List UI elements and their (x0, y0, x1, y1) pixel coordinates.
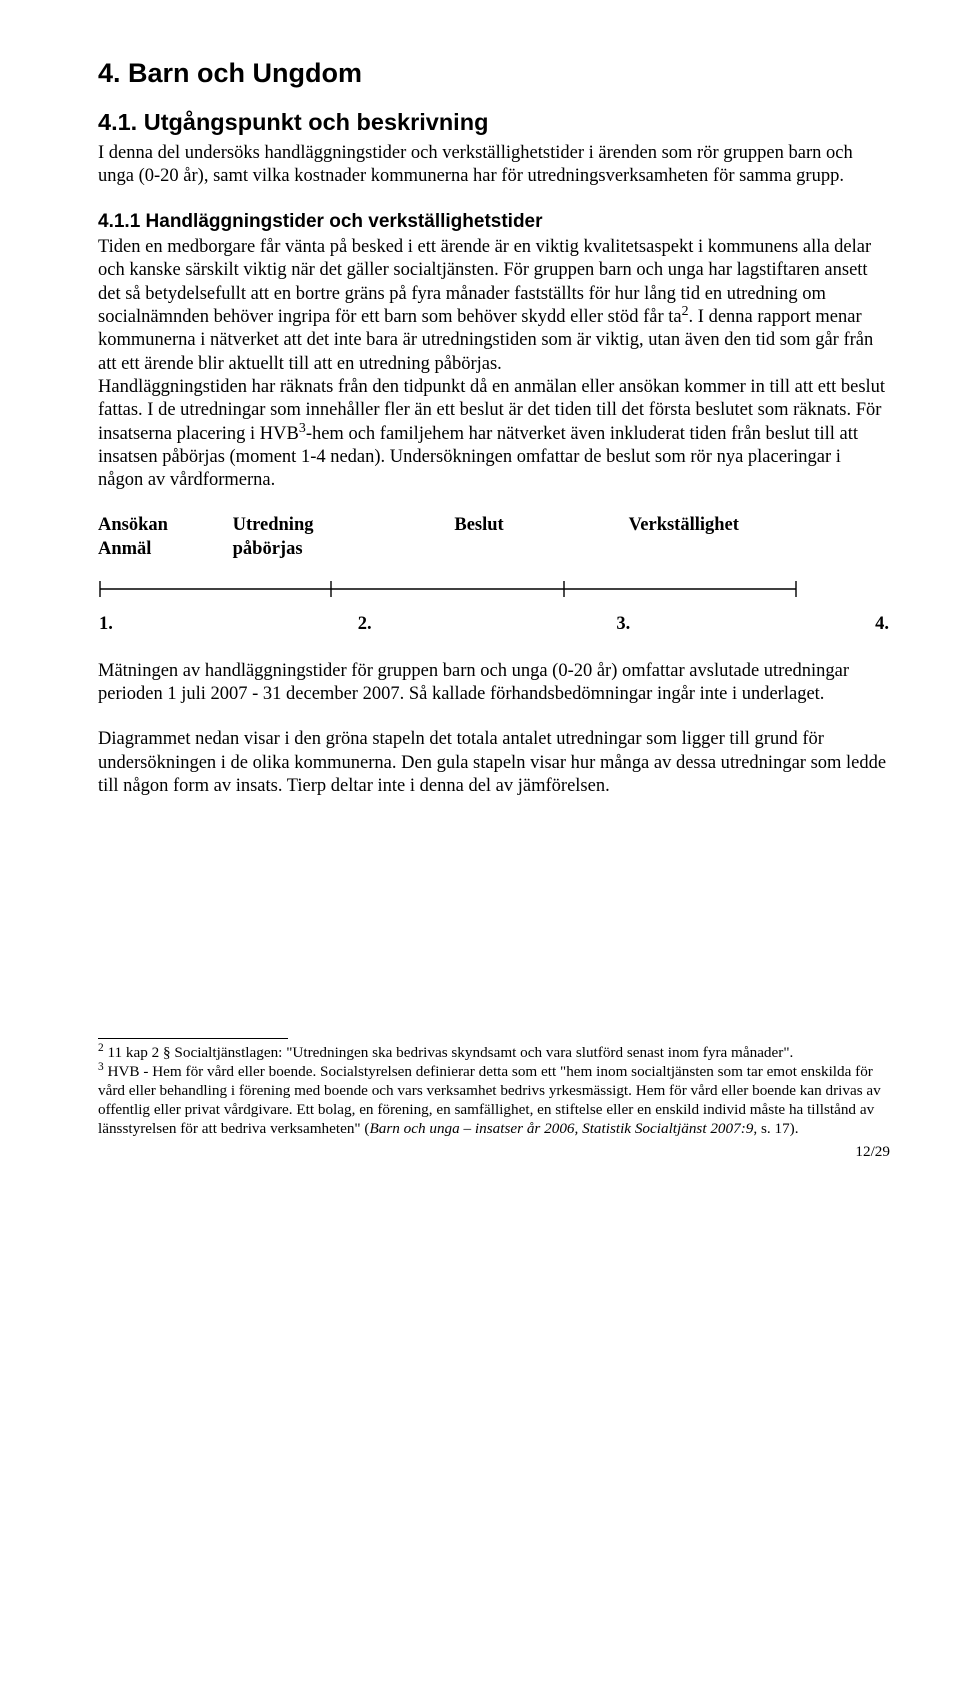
timeline-axis (98, 579, 890, 606)
footnote-2: 2 11 kap 2 § Socialtjänstlagen: "Utredni… (98, 1043, 890, 1062)
timeline-number-row: 1. 2. 3. 4. (98, 612, 890, 637)
body-paragraph-3: Diagrammet nedan visar i den gröna stape… (98, 728, 890, 798)
timeline-label: påbörjas (233, 539, 303, 559)
footnote-3: 3 HVB - Hem för vård eller boende. Socia… (98, 1062, 890, 1138)
timeline-number: 4. (875, 614, 889, 634)
section-title: 4. Barn och Ungdom (98, 56, 890, 90)
intro-paragraph: I denna del undersöks handläggningstider… (98, 142, 890, 189)
timeline-number: 3. (616, 614, 630, 634)
footnote-separator (98, 1038, 288, 1039)
body-paragraph-1: Tiden en medborgare får vänta på besked … (98, 236, 890, 492)
footnote-citation: Barn och unga – insatser år 2006, Statis… (369, 1120, 753, 1137)
timeline-label: Utredning (233, 515, 314, 535)
timeline-label: Anmäl (98, 539, 151, 559)
body-paragraph-2: Mätningen av handläggningstider för grup… (98, 660, 890, 707)
timeline-label: Ansökan (98, 515, 168, 535)
subsubsection-title: 4.1.1 Handläggningstider och verkställig… (98, 210, 890, 234)
footnote-text: , s. 17). (753, 1120, 798, 1137)
timeline-number: 2. (358, 614, 372, 634)
timeline-label: Beslut (454, 515, 503, 535)
footnote-text: 11 kap 2 § Socialtjänstlagen: "Utredning… (104, 1044, 794, 1061)
page-number: 12/29 (98, 1142, 890, 1161)
subsection-title: 4.1. Utgångspunkt och beskrivning (98, 108, 890, 138)
timeline-number: 1. (99, 614, 113, 634)
footnote-ref-2: 2 (682, 304, 689, 319)
timeline-label: Verkställighet (629, 515, 739, 535)
footnote-ref-3: 3 (299, 420, 306, 435)
timeline-header-row: Ansökan Anmäl Utredning påbörjas Beslut … (98, 514, 890, 561)
footnotes-block: 2 11 kap 2 § Socialtjänstlagen: "Utredni… (98, 1043, 890, 1138)
